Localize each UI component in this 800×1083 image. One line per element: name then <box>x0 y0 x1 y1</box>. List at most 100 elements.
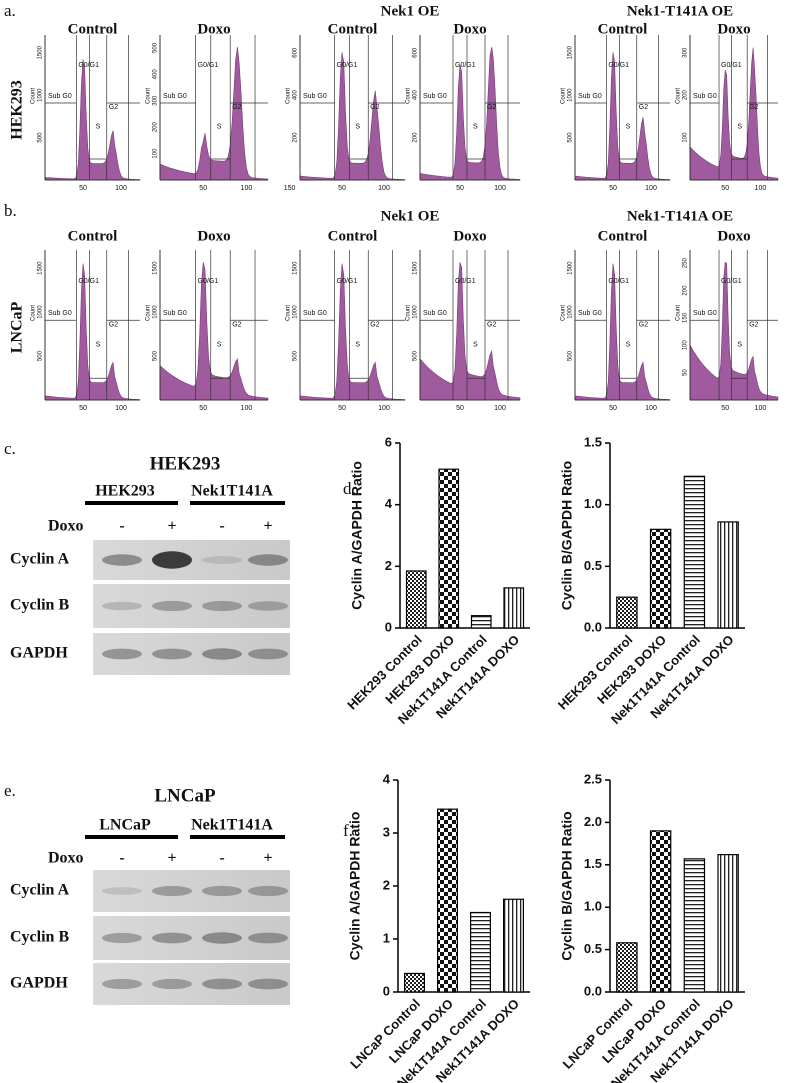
gate-label: G2 <box>487 321 496 328</box>
plot-title: Control <box>68 21 118 37</box>
band <box>152 551 192 569</box>
bar <box>503 587 525 629</box>
gate-label: Sub G0 <box>578 310 602 317</box>
gate-label: G2 <box>109 321 118 328</box>
axis-label: Count <box>146 88 152 104</box>
y-tick-label: 4 <box>383 771 391 786</box>
panel-label: e. <box>4 781 16 800</box>
y-tick-label: 50 <box>683 369 689 376</box>
band <box>248 885 288 897</box>
y-axis-label: Cyclin A/GAPDH Ratio <box>349 461 365 610</box>
row-label: HEK293 <box>9 80 26 140</box>
blot-row-label: Cyclin B <box>10 597 69 614</box>
bar <box>437 808 459 993</box>
y-tick-label: 200 <box>153 122 159 133</box>
gate-label: S <box>473 342 478 349</box>
y-tick-label: 500 <box>38 132 44 143</box>
x-tick-label: 100 <box>755 405 767 412</box>
blot-group: Nek1T141A <box>191 483 273 500</box>
gate-label: S <box>737 124 742 131</box>
lane-label: + <box>167 518 176 535</box>
y-tick-label: 1.5 <box>584 856 602 871</box>
lane-label: + <box>263 518 272 535</box>
gate-label: G0/G1 <box>455 62 476 69</box>
y-tick-label: 1 <box>383 930 390 945</box>
x-tick-label: 100 <box>241 185 253 192</box>
gate-label: G2 <box>639 104 648 111</box>
y-tick-label: 1000 <box>293 305 299 319</box>
y-tick-label: 1500 <box>413 261 419 275</box>
bar <box>649 528 672 629</box>
y-tick-label: 2 <box>385 558 392 573</box>
gate-label: G2 <box>109 104 118 111</box>
axis-label: Count <box>31 305 37 321</box>
histogram <box>44 59 141 181</box>
gate-label: G0/G1 <box>721 62 742 69</box>
y-axis-label: Cyclin B/GAPDH Ratio <box>559 811 575 960</box>
x-tick-label: 50 <box>199 185 207 192</box>
y-tick-label: 150 <box>683 312 689 323</box>
panel-label: f. <box>343 821 353 840</box>
lane-label: + <box>263 850 272 867</box>
histogram <box>689 261 779 401</box>
gate-label: Sub G0 <box>423 310 447 317</box>
band <box>248 648 288 660</box>
y-tick-label: 0.5 <box>584 941 602 956</box>
y-tick-label: 400 <box>293 89 299 100</box>
gate-label: G2 <box>232 321 241 328</box>
gate-label: Sub G0 <box>163 93 187 100</box>
gate-label: S <box>355 124 360 131</box>
x-tick-label: 50 <box>609 185 617 192</box>
histogram <box>574 263 671 401</box>
axis-label: Count <box>406 88 412 104</box>
y-tick-label: 0 <box>385 619 392 634</box>
plot-title: Control <box>328 21 378 37</box>
band <box>102 648 142 660</box>
y-tick-label: 1500 <box>568 45 574 59</box>
y-tick-label: 500 <box>38 350 44 361</box>
y-tick-label: 6 <box>385 434 392 449</box>
y-tick-label: 400 <box>153 69 159 80</box>
x-tick-label: 50 <box>79 405 87 412</box>
y-tick-label: 4 <box>385 496 393 511</box>
gate-label: G2 <box>639 321 648 328</box>
y-tick-label: 250 <box>683 258 689 269</box>
x-tick-label: 100 <box>494 185 506 192</box>
band <box>152 648 192 660</box>
band <box>152 978 192 990</box>
gate-label: G2 <box>370 321 379 328</box>
y-tick-label: 0.0 <box>584 983 602 998</box>
axis-label: Count <box>561 88 567 104</box>
gate-label: G0/G1 <box>198 278 219 285</box>
blot-group: LNCaP <box>99 817 151 834</box>
plot-title: Control <box>598 228 648 244</box>
blot-title: LNCaP <box>154 785 216 806</box>
x-tick-label: 50 <box>456 405 464 412</box>
x-tick-label: 100 <box>115 185 127 192</box>
band <box>102 932 142 944</box>
histogram <box>689 47 779 181</box>
gate-label: Sub G0 <box>303 93 327 100</box>
x-tick-label: 50 <box>456 185 464 192</box>
band <box>248 601 288 611</box>
gate-label: Sub G0 <box>48 310 72 317</box>
treatment-label: Doxo <box>48 518 84 535</box>
y-tick-label: 200 <box>293 132 299 143</box>
x-tick-label: 50 <box>79 185 87 192</box>
band <box>152 932 192 944</box>
band <box>102 978 142 990</box>
y-tick-label: 600 <box>293 47 299 58</box>
x-tick-label: 100 <box>241 405 253 412</box>
group-title: Nek1-T141A OE <box>627 3 733 19</box>
y-tick-label: 2 <box>383 877 390 892</box>
blot-row-label: Cyclin A <box>10 882 70 899</box>
histogram <box>159 262 269 401</box>
band <box>248 932 288 944</box>
y-tick-label: 500 <box>413 350 419 361</box>
gate-label: G0/G1 <box>455 278 476 285</box>
lane-label: - <box>219 850 224 867</box>
panel-label: a. <box>4 1 16 20</box>
blot <box>93 963 290 1005</box>
gate-label: S <box>217 124 222 131</box>
bar <box>717 854 739 993</box>
